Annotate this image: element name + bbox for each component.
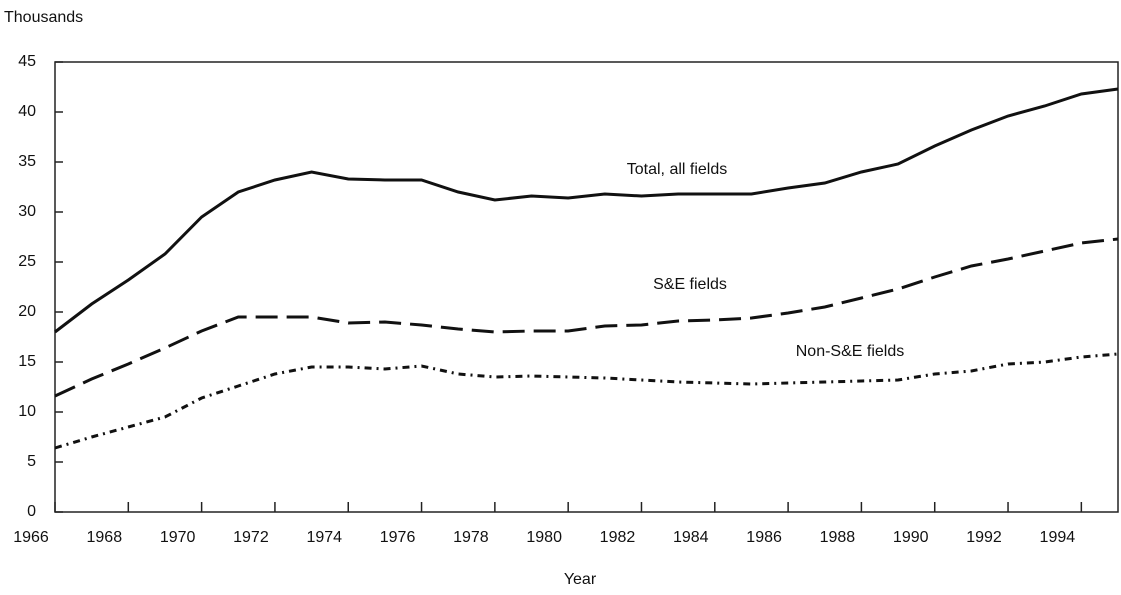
x-tick-label: 1986 bbox=[746, 529, 782, 546]
x-tick-label: 1980 bbox=[526, 529, 562, 546]
x-axis-label: Year bbox=[564, 571, 597, 588]
y-tick-label: 20 bbox=[18, 303, 36, 320]
x-tick-label: 1968 bbox=[87, 529, 123, 546]
y-tick-label: 5 bbox=[27, 453, 36, 470]
y-tick-label: 35 bbox=[18, 153, 36, 170]
x-tick-label: 1974 bbox=[306, 529, 342, 546]
x-tick-label: 1990 bbox=[893, 529, 929, 546]
y-tick-label: 40 bbox=[18, 103, 36, 120]
series-label: S&E fields bbox=[653, 276, 727, 293]
x-tick-label: 1978 bbox=[453, 529, 489, 546]
x-tick-label: 1966 bbox=[13, 529, 49, 546]
y-axis-label: Thousands bbox=[4, 9, 83, 26]
y-tick-label: 15 bbox=[18, 353, 36, 370]
x-tick-label: 1988 bbox=[820, 529, 856, 546]
y-tick-label: 25 bbox=[18, 253, 36, 270]
x-tick-label: 1992 bbox=[966, 529, 1002, 546]
y-tick-label: 30 bbox=[18, 203, 36, 220]
x-tick-label: 1976 bbox=[380, 529, 416, 546]
x-tick-label: 1994 bbox=[1040, 529, 1076, 546]
plot-frame bbox=[54, 61, 1119, 513]
x-tick-label: 1984 bbox=[673, 529, 709, 546]
y-tick-label: 45 bbox=[18, 53, 36, 70]
y-tick-label: 10 bbox=[18, 403, 36, 420]
series-label: Non-S&E fields bbox=[796, 343, 905, 360]
x-tick-label: 1972 bbox=[233, 529, 269, 546]
x-tick-label: 1970 bbox=[160, 529, 196, 546]
x-tick-label: 1982 bbox=[600, 529, 636, 546]
series-line bbox=[54, 87, 1119, 334]
y-tick-label: 0 bbox=[27, 503, 36, 520]
series-line bbox=[54, 352, 1119, 450]
series-line bbox=[54, 237, 1119, 398]
series-label: Total, all fields bbox=[627, 161, 728, 178]
